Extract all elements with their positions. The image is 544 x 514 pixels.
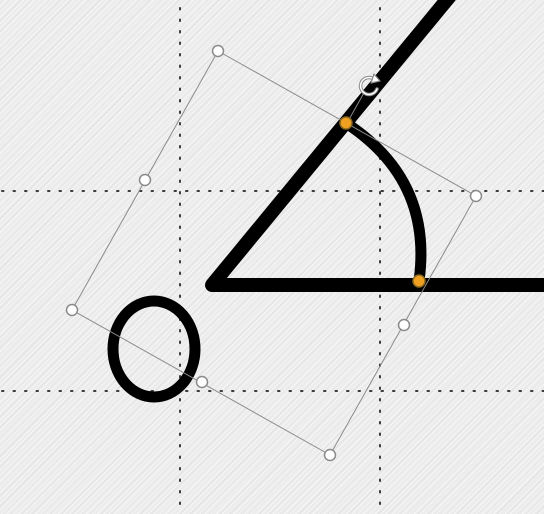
angle-arc[interactable] [340, 117, 427, 287]
angle-shape[interactable] [205, 0, 544, 292]
resize-handle-top-left[interactable] [211, 44, 225, 58]
resize-handle-bottom-right[interactable] [323, 448, 337, 462]
selection-frame [65, 44, 483, 462]
rotate-icon[interactable] [355, 72, 383, 100]
adjust-handle-arc-end[interactable] [412, 274, 426, 288]
letter-o-shape[interactable] [107, 295, 201, 403]
resize-handle-right[interactable] [397, 318, 411, 332]
guides [1, 7, 544, 514]
resize-handles [65, 44, 483, 462]
angle-lines[interactable] [205, 0, 544, 292]
resize-handle-left[interactable] [138, 173, 152, 187]
adjust-handle-arc-start[interactable] [339, 116, 353, 130]
adjust-handles [339, 116, 426, 288]
resize-handle-bottom-left[interactable] [65, 303, 79, 317]
resize-handle-bottom[interactable] [195, 375, 209, 389]
resize-handle-top-right[interactable] [469, 189, 483, 203]
